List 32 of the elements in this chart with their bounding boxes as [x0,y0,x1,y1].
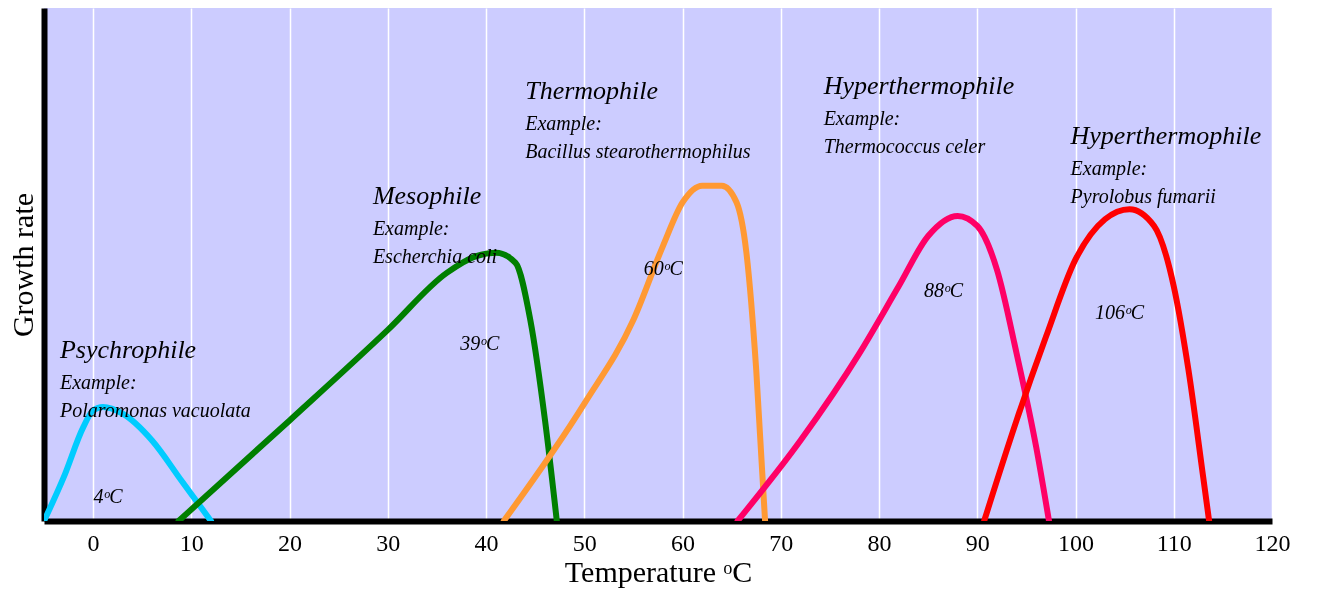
x-tick-label: 100 [1058,529,1095,556]
text: Bacillus stearothermophilus [525,139,751,163]
x-tick-label: 30 [376,529,401,556]
x-tick-label: 80 [867,529,892,556]
annotation: Psychrophile [58,335,197,364]
annotation: Mesophile [371,180,482,210]
x-axis-title: Temperature ᵒC [564,554,753,588]
text: Example: [822,106,901,130]
text: Thermococcus celer [823,134,986,157]
annotation: Pyrolobus fumarii [1069,185,1216,209]
annotation: 4ᵒC [93,485,124,507]
y-axis-title: Growth rate [5,192,39,338]
annotation: Example: [371,216,450,240]
x-tick-label: 110 [1156,529,1192,556]
annotation: 39ᵒC [459,331,501,354]
annotation: 88ᵒC [924,278,964,301]
text: Hyperthermophile [822,70,1015,100]
text: Thermophile [525,75,659,105]
x-tick-label: 90 [965,529,990,556]
text: Hyperthermophile [1069,121,1262,151]
x-tick-label: 120 [1254,529,1291,556]
x-tick-label: 20 [278,529,303,556]
x-tick-label: 10 [179,529,204,556]
annotation: Example: [58,371,137,394]
text: Example: [524,111,602,135]
x-tick-label: 70 [769,529,794,556]
text: Example: [1069,157,1148,181]
x-tick-label: 40 [474,529,499,556]
annotation: 106ᵒC [1095,301,1145,324]
x-tick-label: 50 [572,529,597,556]
x-tick-label: 0 [87,529,100,556]
x-tick-label: 60 [671,529,696,556]
